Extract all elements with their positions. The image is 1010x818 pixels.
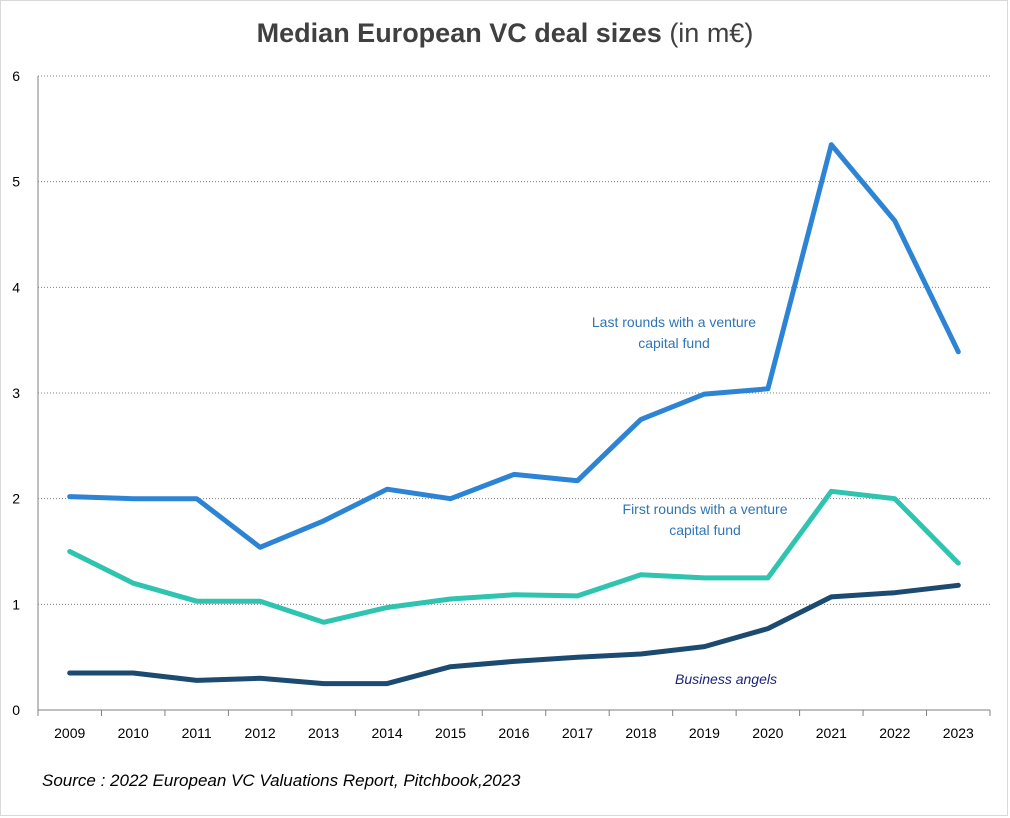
x-tick-label-6: 2015 bbox=[435, 725, 466, 741]
y-tick-label-3: 3 bbox=[12, 385, 20, 401]
x-tick-label-13: 2022 bbox=[879, 725, 910, 741]
chart-title: Median European VC deal sizes (in m€) bbox=[0, 18, 1010, 49]
chart-title-main: Median European VC deal sizes bbox=[256, 18, 662, 48]
x-tick-label-7: 2016 bbox=[498, 725, 529, 741]
series-label-2-line-0: Business angels bbox=[675, 671, 777, 687]
series-label-1-line-1: capital fund bbox=[669, 522, 741, 538]
y-tick-label-4: 4 bbox=[12, 279, 20, 295]
series-label-0-line-1: capital fund bbox=[638, 335, 710, 351]
x-tick-label-2: 2011 bbox=[182, 725, 212, 741]
x-tick-label-5: 2014 bbox=[371, 725, 402, 741]
x-tick-label-8: 2017 bbox=[562, 725, 593, 741]
series-line-1 bbox=[67, 488, 961, 625]
y-tick-label-1: 1 bbox=[12, 596, 20, 612]
series-line-2 bbox=[67, 582, 961, 687]
x-tick-label-12: 2021 bbox=[816, 725, 847, 741]
y-tick-label-6: 6 bbox=[12, 68, 20, 84]
x-tick-label-9: 2018 bbox=[625, 725, 656, 741]
x-tick-label-3: 2012 bbox=[245, 725, 276, 741]
chart-title-unit: (in m€) bbox=[669, 18, 754, 48]
x-tick-label-10: 2019 bbox=[689, 725, 720, 741]
y-tick-label-5: 5 bbox=[12, 174, 20, 190]
x-tick-label-0: 2009 bbox=[54, 725, 85, 741]
x-tick-label-4: 2013 bbox=[308, 725, 339, 741]
x-tick-label-1: 2010 bbox=[118, 725, 149, 741]
series-label-1-line-0: First rounds with a venture bbox=[623, 501, 788, 517]
x-tick-label-11: 2020 bbox=[752, 725, 783, 741]
y-tick-label-2: 2 bbox=[12, 491, 20, 507]
series-line-0 bbox=[67, 142, 961, 550]
x-tick-label-14: 2023 bbox=[943, 725, 974, 741]
source-note: Source : 2022 European VC Valuations Rep… bbox=[42, 771, 521, 790]
series-label-0-line-0: Last rounds with a venture bbox=[592, 314, 756, 330]
y-tick-label-0: 0 bbox=[12, 702, 20, 718]
